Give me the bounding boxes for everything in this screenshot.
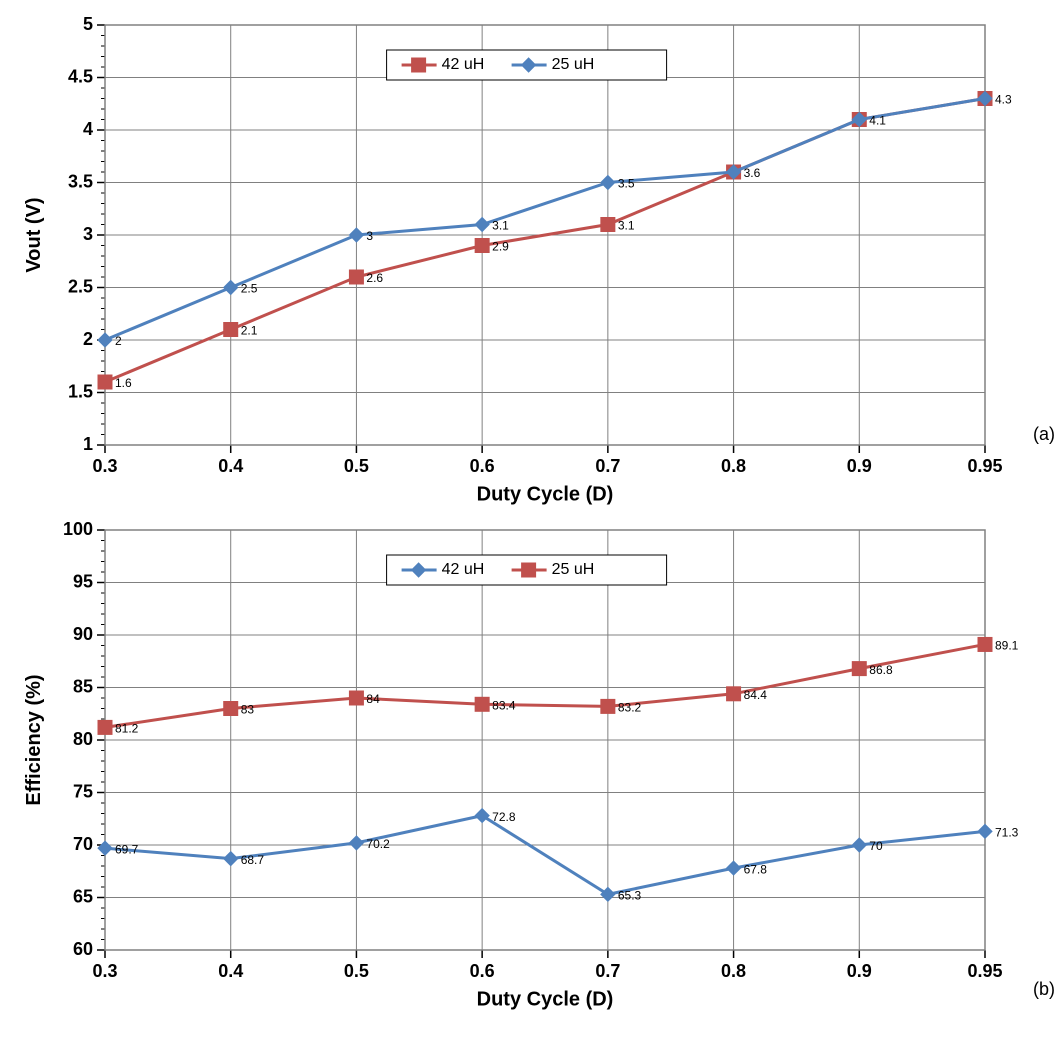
- svg-text:69.7: 69.7: [115, 842, 139, 856]
- svg-text:4: 4: [83, 119, 93, 139]
- svg-text:Vout (V): Vout (V): [23, 197, 45, 272]
- svg-text:0.9: 0.9: [847, 456, 872, 476]
- chart-a-svg: 1 1.5 2 2.5 3 3.5 4 4.5 5 0.3 0.4 0.5 0.6 0.7 0.8 0.9 0.…: [10, 10, 1035, 505]
- svg-text:3.1: 3.1: [618, 219, 635, 233]
- svg-text:68.7: 68.7: [241, 853, 265, 867]
- svg-text:3.5: 3.5: [618, 177, 635, 191]
- svg-text:83.4: 83.4: [492, 698, 516, 712]
- svg-text:0.8: 0.8: [721, 961, 746, 981]
- svg-text:2.5: 2.5: [241, 282, 258, 296]
- svg-text:80: 80: [73, 729, 93, 749]
- svg-text:0.5: 0.5: [344, 961, 369, 981]
- svg-text:1: 1: [83, 434, 93, 454]
- svg-text:0.6: 0.6: [470, 456, 495, 476]
- svg-text:2.6: 2.6: [366, 271, 383, 285]
- svg-text:85: 85: [73, 676, 93, 696]
- svg-text:81.2: 81.2: [115, 722, 139, 736]
- svg-text:4.1: 4.1: [869, 114, 886, 128]
- svg-text:2: 2: [115, 334, 122, 348]
- svg-text:65: 65: [73, 886, 93, 906]
- svg-text:3: 3: [83, 224, 93, 244]
- svg-text:84: 84: [366, 692, 380, 706]
- svg-text:72.8: 72.8: [492, 810, 516, 824]
- svg-text:83: 83: [241, 703, 255, 717]
- svg-text:70: 70: [73, 834, 93, 854]
- panel-b-tag: (b): [1033, 979, 1055, 1000]
- svg-text:25 uH: 25 uH: [552, 56, 595, 73]
- svg-text:3: 3: [366, 229, 373, 243]
- svg-text:1.6: 1.6: [115, 376, 132, 390]
- svg-text:42 uH: 42 uH: [442, 561, 485, 578]
- panel-a: 1 1.5 2 2.5 3 3.5 4 4.5 5 0.3 0.4 0.5 0.6 0.7 0.8 0.9 0.…: [10, 10, 1050, 505]
- chart-b-svg: 60 65 70 75 80 85 90 95 100 0.3 0.4 0.5 0.6 0.7 0.8 0.9…: [10, 515, 1035, 1010]
- svg-text:95: 95: [73, 571, 93, 591]
- svg-text:70.2: 70.2: [366, 837, 390, 851]
- svg-text:0.7: 0.7: [595, 456, 620, 476]
- svg-text:0.5: 0.5: [344, 456, 369, 476]
- svg-text:0.4: 0.4: [218, 456, 243, 476]
- svg-text:86.8: 86.8: [869, 663, 893, 677]
- svg-text:2.9: 2.9: [492, 240, 509, 254]
- svg-text:0.3: 0.3: [92, 961, 117, 981]
- svg-text:0.8: 0.8: [721, 456, 746, 476]
- svg-text:4.5: 4.5: [68, 66, 93, 86]
- svg-text:60: 60: [73, 939, 93, 959]
- svg-text:25 uH: 25 uH: [552, 561, 595, 578]
- svg-text:42 uH: 42 uH: [442, 56, 485, 73]
- svg-text:71.3: 71.3: [995, 826, 1019, 840]
- svg-text:4.3: 4.3: [995, 93, 1012, 107]
- svg-text:0.95: 0.95: [967, 456, 1002, 476]
- svg-text:Efficiency (%): Efficiency (%): [23, 674, 45, 805]
- svg-text:Duty Cycle (D): Duty Cycle (D): [477, 988, 614, 1010]
- svg-text:2.1: 2.1: [241, 324, 258, 338]
- svg-text:70: 70: [869, 839, 883, 853]
- svg-text:3.1: 3.1: [492, 219, 509, 233]
- panel-a-tag: (a): [1033, 424, 1055, 445]
- svg-text:5: 5: [83, 14, 93, 34]
- svg-text:0.7: 0.7: [595, 961, 620, 981]
- svg-text:0.6: 0.6: [470, 961, 495, 981]
- svg-text:0.3: 0.3: [92, 456, 117, 476]
- figure-container: 1 1.5 2 2.5 3 3.5 4 4.5 5 0.3 0.4 0.5 0.6 0.7 0.8 0.9 0.…: [10, 10, 1050, 1010]
- svg-text:84.4: 84.4: [744, 688, 768, 702]
- panel-b: 60 65 70 75 80 85 90 95 100 0.3 0.4 0.5 0.6 0.7 0.8 0.9…: [10, 515, 1050, 1010]
- svg-text:3.5: 3.5: [68, 171, 93, 191]
- svg-text:2.5: 2.5: [68, 276, 93, 296]
- svg-text:0.9: 0.9: [847, 961, 872, 981]
- svg-text:2: 2: [83, 329, 93, 349]
- svg-text:89.1: 89.1: [995, 639, 1019, 653]
- svg-text:75: 75: [73, 781, 93, 801]
- svg-text:100: 100: [63, 519, 93, 539]
- svg-text:65.3: 65.3: [618, 889, 642, 903]
- svg-text:90: 90: [73, 624, 93, 644]
- svg-text:0.4: 0.4: [218, 961, 243, 981]
- svg-text:67.8: 67.8: [744, 862, 768, 876]
- svg-text:Duty Cycle (D): Duty Cycle (D): [477, 483, 614, 505]
- svg-text:0.95: 0.95: [967, 961, 1002, 981]
- svg-text:1.5: 1.5: [68, 381, 93, 401]
- svg-text:83.2: 83.2: [618, 701, 642, 715]
